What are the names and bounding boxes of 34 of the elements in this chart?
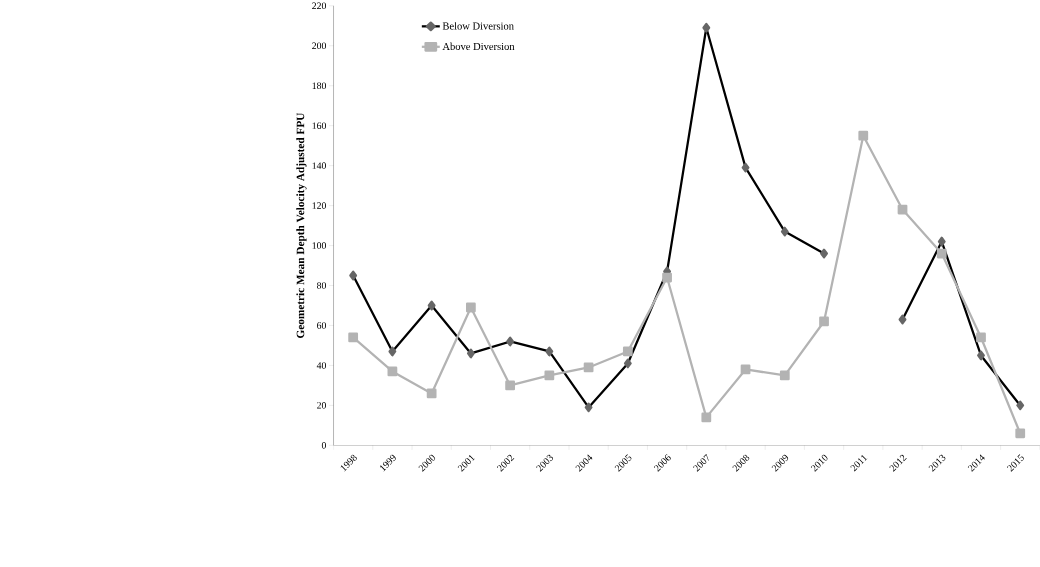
- point: [662, 272, 672, 283]
- point: [740, 364, 751, 375]
- point: [976, 332, 986, 343]
- y-tick-label: 80: [316, 282, 327, 289]
- y-tick-label: 200: [312, 42, 327, 49]
- y-tick-label: 220: [312, 2, 327, 9]
- y-tick-label: 140: [312, 162, 327, 169]
- point: [701, 412, 712, 423]
- point: [387, 366, 398, 377]
- point: [348, 332, 359, 343]
- y-tick-label: 60: [317, 322, 327, 329]
- point: [819, 316, 829, 327]
- legend-label: Above Diversion: [442, 42, 515, 50]
- y-tick-label: 160: [312, 122, 327, 129]
- legend-label: Below Diversion: [442, 22, 514, 30]
- point: [426, 388, 437, 399]
- x-tick-label: 1999: [379, 454, 396, 472]
- point: [505, 380, 516, 391]
- point: [936, 248, 947, 259]
- point: [897, 204, 908, 215]
- point: [622, 346, 633, 357]
- point: [779, 370, 790, 381]
- y-axis-title: Geometric Mean Depth Velocity Adjusted FPU: [296, 112, 307, 338]
- point: [544, 370, 555, 381]
- y-tick-label: 0: [321, 441, 327, 449]
- point: [583, 362, 594, 373]
- y-tick-label: 180: [312, 82, 327, 89]
- point: [858, 130, 869, 141]
- y-tick-label: 40: [316, 362, 327, 369]
- y-tick-label: 120: [312, 202, 327, 209]
- y-tick-label: 100: [312, 242, 327, 249]
- point: [1015, 428, 1026, 439]
- point: [465, 302, 476, 313]
- y-tick-label: 20: [317, 401, 327, 409]
